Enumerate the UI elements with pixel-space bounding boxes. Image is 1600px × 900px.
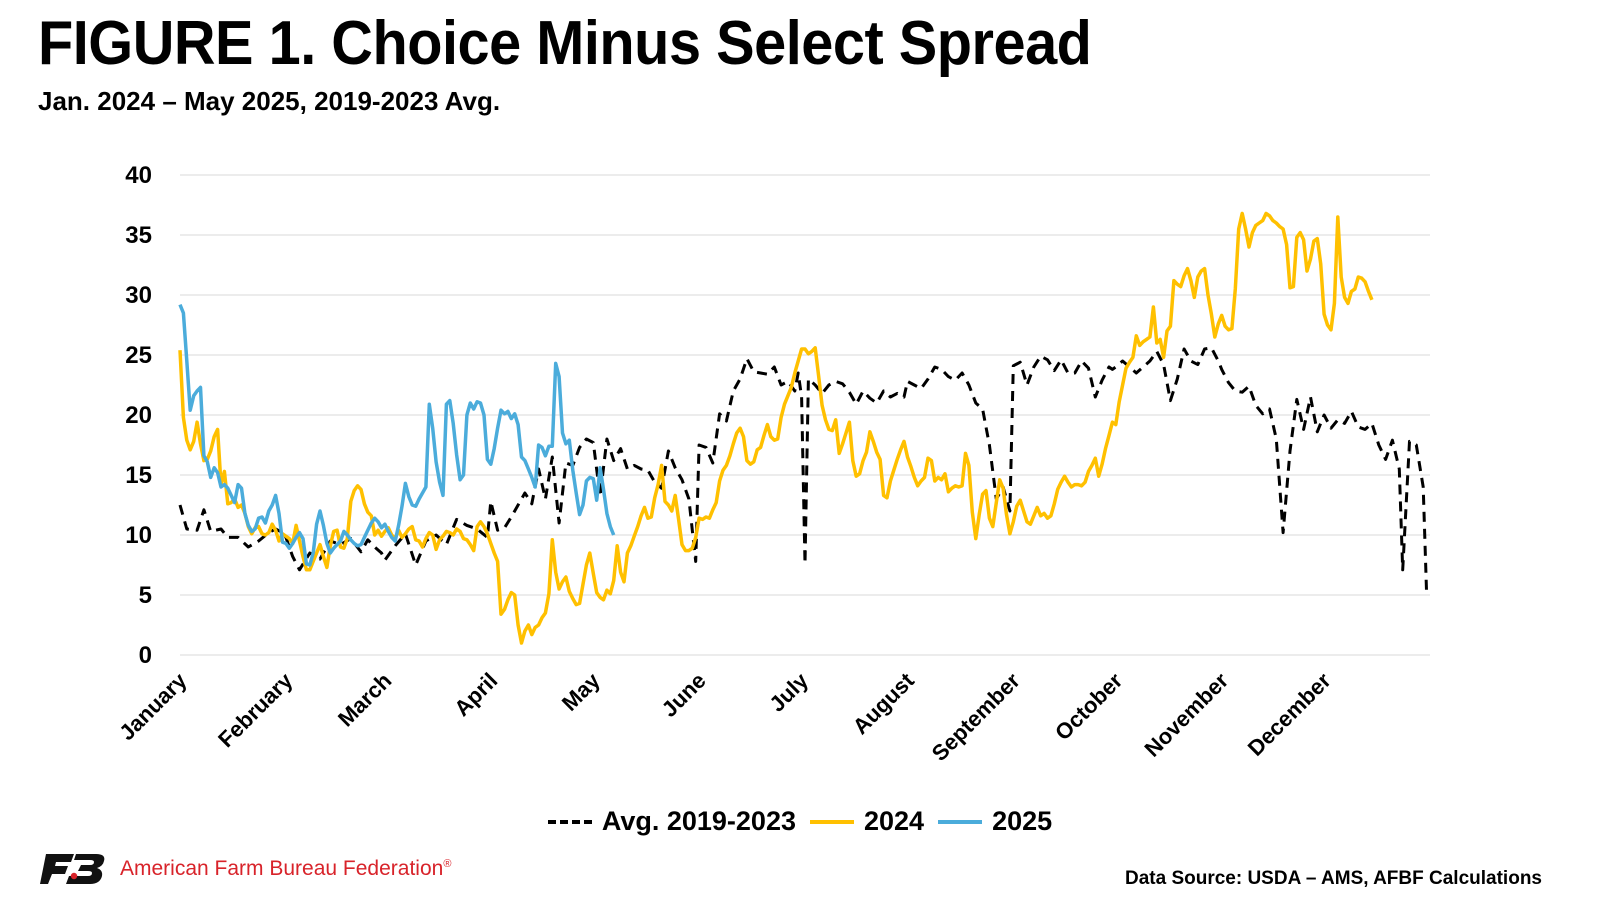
x-tick-label-october: October (1050, 668, 1128, 746)
x-tick-label-november: November (1139, 668, 1233, 762)
y-tick-label-30: 30 (125, 282, 152, 309)
y-tick-label-40: 40 (125, 162, 152, 189)
legend-label-2024: 2024 (863, 806, 925, 836)
series-lines (178, 211, 1429, 645)
x-tick-label-may: May (557, 667, 605, 715)
x-tick-label-september: September (927, 668, 1025, 766)
x-tick-label-january: January (114, 667, 192, 745)
x-tick-label-august: August (848, 667, 920, 739)
legend-item-2025: 2025 (938, 806, 1052, 837)
org-name: American Farm Bureau Federation® (120, 857, 452, 880)
legend-item-2024: 2024 (809, 806, 925, 837)
y-tick-label-20: 20 (125, 402, 152, 429)
x-axis: January February March April May June July Augu… (114, 667, 1336, 766)
legend-item-avg: Avg. 2019-2023 (547, 806, 796, 837)
x-tick-label-february: February (213, 667, 298, 752)
legend-label-avg: Avg. 2019-2023 (601, 806, 796, 836)
afbf-logo: American Farm Bureau Federation® (40, 852, 451, 886)
y-tick-label-10: 10 (125, 522, 152, 549)
legend-swatch-2025 (938, 819, 983, 824)
chart-title: FIGURE 1. Choice Minus Select Spread (38, 9, 1092, 78)
y-tick-label-5: 5 (139, 582, 152, 609)
x-tick-label-march: March (333, 668, 396, 731)
legend: Avg. 2019-2023 2024 2025 (0, 806, 1600, 837)
y-tick-label-35: 35 (125, 222, 152, 249)
y-tick-label-15: 15 (125, 462, 152, 489)
series-line-2024 (178, 211, 1374, 645)
y-tick-label-0: 0 (139, 642, 152, 669)
legend-swatch-2024 (809, 819, 854, 824)
line-chart: 0 5 10 15 20 25 30 35 40 January February March Apr… (114, 162, 1430, 766)
y-axis: 0 5 10 15 20 25 30 35 40 (125, 162, 152, 669)
legend-label-2025: 2025 (992, 806, 1053, 836)
x-tick-label-june: June (657, 668, 711, 722)
gridlines (180, 174, 1430, 656)
fb-logo-icon (40, 854, 105, 884)
x-tick-label-april: April (449, 668, 502, 721)
x-tick-label-december: December (1243, 668, 1336, 761)
series-line-2025 (178, 303, 616, 567)
data-source: Data Source: USDA – AMS, AFBF Calculatio… (1124, 868, 1542, 889)
y-tick-label-25: 25 (125, 342, 152, 369)
series-line-avg (178, 346, 1429, 594)
x-tick-label-july: July (764, 667, 813, 716)
chart-subtitle: Jan. 2024 – May 2025, 2019-2023 Avg. (38, 86, 501, 116)
legend-swatch-avg (547, 819, 592, 824)
